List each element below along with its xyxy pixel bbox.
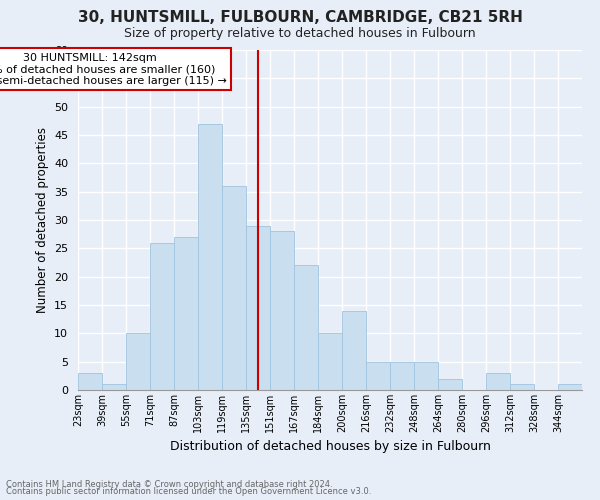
Bar — [270, 232, 294, 390]
Bar — [246, 226, 270, 390]
Bar — [222, 186, 246, 390]
Bar — [318, 334, 342, 390]
Bar — [150, 242, 174, 390]
Bar — [198, 124, 222, 390]
Bar — [510, 384, 534, 390]
Text: Size of property relative to detached houses in Fulbourn: Size of property relative to detached ho… — [124, 28, 476, 40]
Text: 30, HUNTSMILL, FULBOURN, CAMBRIDGE, CB21 5RH: 30, HUNTSMILL, FULBOURN, CAMBRIDGE, CB21… — [77, 10, 523, 25]
Bar — [438, 378, 462, 390]
Bar — [102, 384, 126, 390]
Bar — [342, 310, 366, 390]
Bar — [414, 362, 438, 390]
Bar — [294, 266, 318, 390]
Bar — [558, 384, 582, 390]
Bar — [174, 237, 198, 390]
Bar — [78, 373, 102, 390]
Text: Contains HM Land Registry data © Crown copyright and database right 2024.: Contains HM Land Registry data © Crown c… — [6, 480, 332, 489]
Bar — [366, 362, 390, 390]
Text: 30 HUNTSMILL: 142sqm
← 58% of detached houses are smaller (160)
42% of semi-deta: 30 HUNTSMILL: 142sqm ← 58% of detached h… — [0, 53, 226, 86]
Bar — [126, 334, 150, 390]
X-axis label: Distribution of detached houses by size in Fulbourn: Distribution of detached houses by size … — [170, 440, 490, 454]
Bar — [390, 362, 414, 390]
Text: Contains public sector information licensed under the Open Government Licence v3: Contains public sector information licen… — [6, 488, 371, 496]
Y-axis label: Number of detached properties: Number of detached properties — [35, 127, 49, 313]
Bar — [486, 373, 510, 390]
